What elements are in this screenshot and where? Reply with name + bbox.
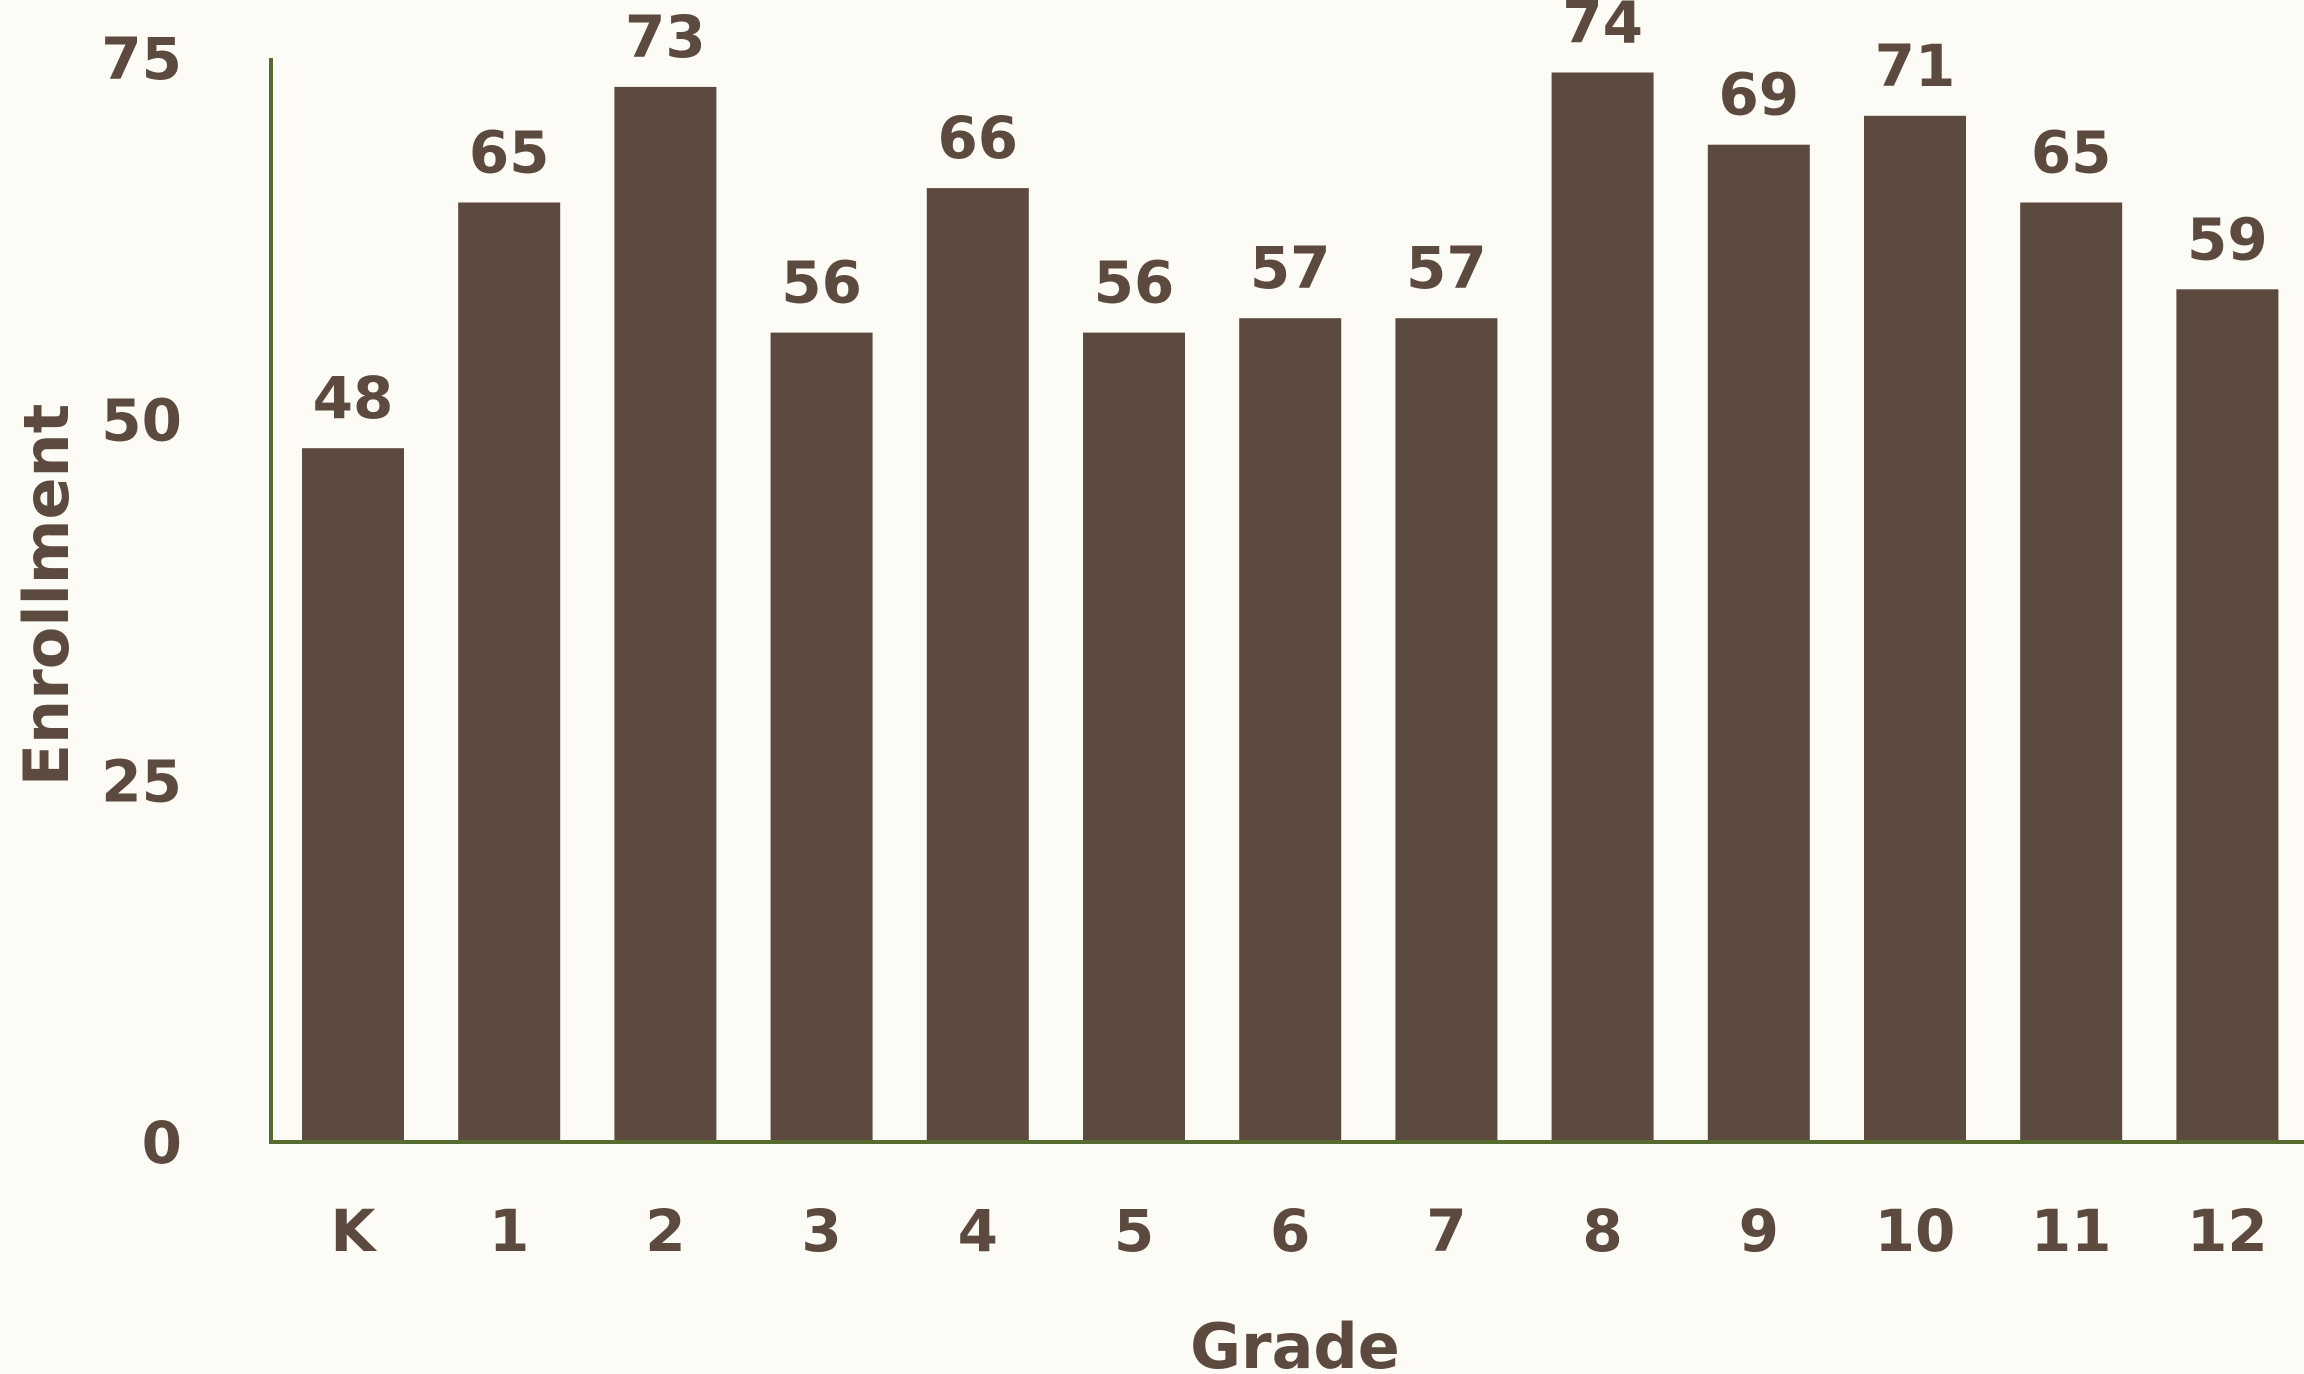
bar-6 (1239, 318, 1342, 1142)
x-tick-label: 9 (1739, 1197, 1779, 1265)
bar-value-label: 66 (937, 104, 1018, 172)
bar-10 (1864, 115, 1966, 1142)
x-tick-label: 2 (645, 1197, 685, 1265)
bar-9 (1707, 144, 1810, 1142)
bar-4 (926, 188, 1029, 1143)
y-tick-label: 25 (101, 748, 182, 816)
bar-labels-group: 48 65 73 56 66 56 57 57 74 69 71 65 59 (313, 0, 2268, 432)
bar-2 (614, 86, 717, 1142)
bar-value-label: 56 (781, 249, 862, 317)
y-tick-label: 75 (101, 25, 182, 93)
bar-value-label: 56 (1094, 249, 1175, 317)
bar-value-label: 69 (1718, 61, 1799, 129)
bar-K (302, 448, 404, 1142)
bar-value-label: 71 (1875, 32, 1956, 100)
bar-12 (2176, 289, 2279, 1142)
x-tick-label: 6 (1270, 1197, 1310, 1265)
bar-value-label: 48 (313, 364, 394, 432)
bar-11 (2020, 202, 2123, 1142)
bar-5 (1083, 332, 1185, 1143)
bar-value-label: 57 (1250, 234, 1331, 302)
bar-value-label: 73 (625, 3, 706, 71)
x-tick-label: 12 (2187, 1197, 2268, 1265)
bar-8 (1551, 72, 1654, 1142)
x-tick-label: 4 (958, 1197, 998, 1265)
x-tick-label: 7 (1426, 1197, 1466, 1265)
y-axis-title: Enrollment (10, 404, 83, 787)
y-tick-label: 50 (101, 386, 182, 454)
x-tick-label: 8 (1582, 1197, 1622, 1265)
x-tick-label: 11 (2031, 1197, 2112, 1265)
x-tick-label: K (331, 1197, 378, 1265)
x-tick-label: 3 (801, 1197, 841, 1265)
bar-3 (770, 332, 873, 1143)
x-tick-labels-group: K 1 2 3 4 5 6 7 8 9 10 11 12 (331, 1197, 2268, 1265)
bars-group (302, 72, 2279, 1143)
y-tick-label: 0 (142, 1109, 182, 1177)
bar-value-label: 65 (2031, 119, 2112, 187)
bar-value-label: 74 (1562, 0, 1643, 57)
x-tick-label: 5 (1114, 1197, 1154, 1265)
bar-value-label: 59 (2187, 205, 2268, 273)
x-tick-label: 1 (489, 1197, 529, 1265)
x-axis-title: Grade (1190, 1310, 1400, 1374)
bar-value-label: 65 (469, 119, 550, 187)
y-tick-labels-group: 0 25 50 75 (101, 25, 182, 1177)
bar-7 (1395, 318, 1498, 1142)
bar-1 (458, 202, 561, 1142)
x-tick-label: 10 (1875, 1197, 1956, 1265)
bar-value-label: 57 (1406, 234, 1487, 302)
